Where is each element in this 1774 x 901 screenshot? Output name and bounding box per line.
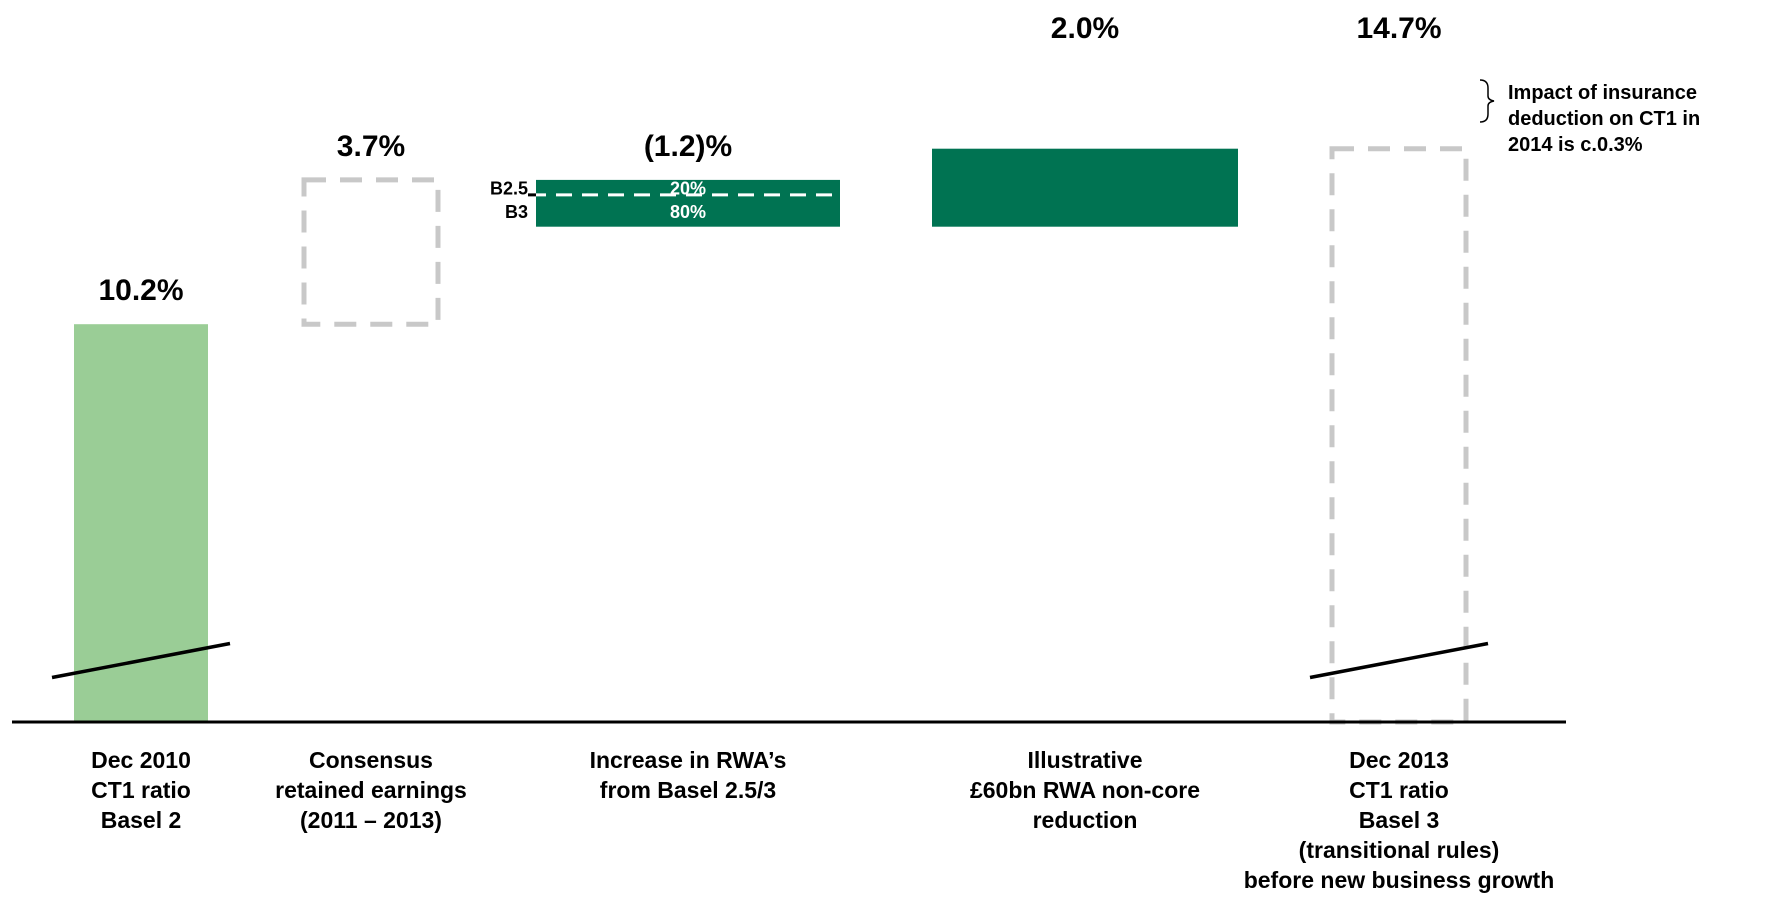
split-lower-inner-label: 80% xyxy=(670,202,706,222)
split-upper-inner-label: 20% xyxy=(670,178,706,198)
value-label-dec2013: 14.7% xyxy=(1356,12,1441,45)
value-label-consensus: 3.7% xyxy=(337,130,405,163)
category-label-dec2010-2: Basel 2 xyxy=(101,807,182,833)
category-label-consensus-1: retained earnings xyxy=(275,777,467,803)
bar-consensus xyxy=(301,177,441,327)
category-label-consensus-0: Consensus xyxy=(309,747,433,773)
bars-layer xyxy=(51,146,1489,725)
axis-break-dec2013 xyxy=(1309,641,1489,680)
category-label-rwa_increase-1: from Basel 2.5/3 xyxy=(600,777,776,803)
insurance-annotation: Impact of insurance deduction on CT1 in … xyxy=(1479,79,1700,156)
category-label-dec2013-4: before new business growth xyxy=(1244,867,1555,893)
annotation-line-2: deduction on CT1 in xyxy=(1508,108,1700,130)
annotation-brace-icon xyxy=(1479,79,1495,123)
annotation-line-1: Impact of insurance xyxy=(1508,82,1697,104)
category-label-dec2013-2: Basel 3 xyxy=(1359,807,1440,833)
category-label-dec2013-0: Dec 2013 xyxy=(1349,747,1449,773)
category-label-dec2013-3: (transitional rules) xyxy=(1299,837,1500,863)
category-label-dec2013-1: CT1 ratio xyxy=(1349,777,1449,803)
category-label-dec2010-0: Dec 2010 xyxy=(91,747,191,773)
labels-layer: 10.2% Dec 2010 CT1 ratio Basel 2 3.7% Consens… xyxy=(91,12,1554,893)
split-upper-side-label: B2.5 xyxy=(490,178,528,198)
category-label-noncore-2: reduction xyxy=(1033,807,1138,833)
value-label-dec2010: 10.2% xyxy=(98,274,183,307)
category-label-dec2010-1: CT1 ratio xyxy=(91,777,191,803)
bar-rwa_increase xyxy=(536,179,840,227)
axis-break-dec2010 xyxy=(51,641,231,680)
category-label-rwa_increase-0: Increase in RWA’s xyxy=(590,747,787,773)
value-label-rwa_increase: (1.2)% xyxy=(644,130,732,163)
bar-noncore xyxy=(932,148,1238,227)
bar-dec2010 xyxy=(74,324,208,722)
value-label-noncore: 2.0% xyxy=(1051,12,1119,45)
category-label-noncore-1: £60bn RWA non-core xyxy=(970,777,1200,803)
annotation-line-3: 2014 is c.0.3% xyxy=(1508,134,1643,156)
split-lower-side-label: B3 xyxy=(505,202,528,222)
category-label-noncore-0: Illustrative xyxy=(1027,747,1142,773)
category-label-consensus-2: (2011 – 2013) xyxy=(300,807,442,833)
bar-dec2013 xyxy=(1329,146,1469,725)
